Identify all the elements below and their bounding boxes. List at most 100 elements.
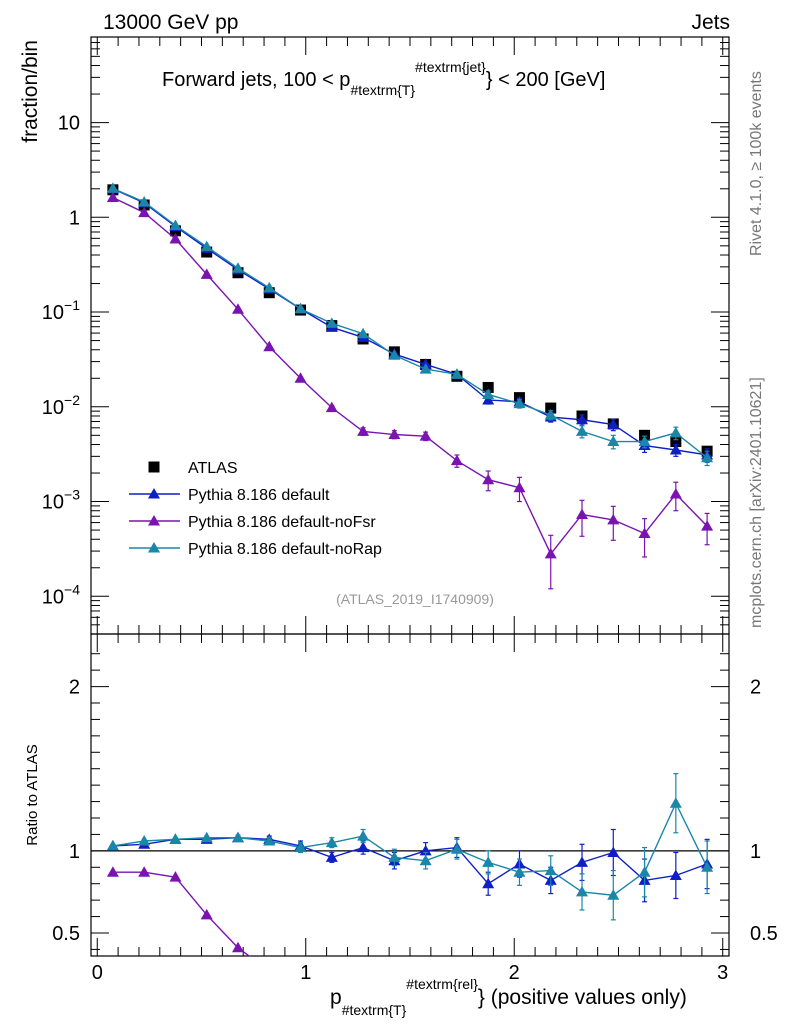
header-left: 13000 GeV pp (103, 11, 238, 34)
ratio-data-point (388, 851, 401, 862)
title-prefix: Forward jets, 100 < p (162, 69, 350, 91)
main-data-point (670, 436, 682, 448)
main-data-point (607, 513, 620, 525)
main-ytick-label: 10−2 (42, 392, 80, 419)
main-data-point (357, 327, 370, 339)
legend-label: Pythia 8.186 default-noRap (188, 541, 382, 558)
main-data-point (607, 435, 620, 447)
main-series-line (112, 196, 708, 556)
main-series-1 (106, 182, 714, 463)
main-data-point (294, 372, 307, 383)
ratio-data-point (231, 941, 244, 953)
ratio-data-point (669, 869, 682, 880)
main-data-point (669, 488, 682, 499)
main-data-point (576, 425, 589, 436)
main-data-point (419, 363, 432, 374)
main-data-point (231, 303, 244, 314)
legend-marker (148, 515, 160, 526)
ratio-plot-frame (90, 633, 730, 957)
main-data-point (450, 454, 463, 466)
main-data-point (545, 402, 557, 414)
legend-label: ATLAS (188, 460, 238, 477)
ratio-series-line (112, 837, 708, 885)
legend-label: Pythia 8.186 default (188, 487, 330, 504)
main-data-point (669, 426, 682, 438)
legend: ATLAS Pythia 8.186 default Pythia 8.186 de… (129, 460, 382, 558)
main-data-point (513, 481, 526, 493)
main-data-point (669, 444, 682, 455)
main-ytick-label: 1 (69, 207, 80, 229)
main-ytick-base: 1 (69, 207, 80, 229)
main-data-point (576, 508, 589, 519)
main-data-point (544, 408, 557, 420)
main-series-2 (106, 191, 714, 590)
ratio-data-point (419, 844, 432, 856)
ratio-xtick-label: 0 (92, 962, 103, 984)
ratio-ytick-label-right: 0.5 (750, 923, 778, 945)
main-data-point (701, 520, 714, 531)
main-data-point (639, 429, 651, 441)
ratio-data-marks (106, 773, 714, 976)
ratio-xtick-label: 2 (509, 962, 520, 984)
main-data-point (388, 349, 401, 360)
main-ytick-base: 10 (42, 397, 64, 419)
ratio-data-point (106, 839, 119, 851)
main-ytick-base: 10 (42, 586, 64, 608)
svg-text:Forward jets, 100 < p#textrm{T: Forward jets, 100 < p#textrm{T}#textrm{j… (162, 59, 605, 98)
legend-marker (148, 542, 160, 553)
main-ytick-exp: −1 (64, 297, 80, 313)
main-ytick-exp: −4 (64, 581, 80, 597)
xlabel-sub: #textrm{T} (342, 1002, 407, 1018)
main-data-point (638, 435, 651, 447)
ratio-data-point (200, 831, 213, 843)
mcplots-label: mcplots.cern.ch [arXiv:2401.10621] (748, 377, 765, 628)
header-right: Jets (691, 11, 730, 34)
main-ytick-base: 10 (42, 492, 64, 514)
main-ytick-base: 10 (42, 302, 64, 324)
ratio-data-point (200, 908, 213, 920)
main-ytick-label: 10 (58, 113, 80, 135)
main-ytick-label: 10−3 (42, 487, 80, 514)
main-data-point (388, 428, 401, 440)
main-ylabel: fraction/bin (19, 40, 42, 143)
title-sub: #textrm{T} (350, 82, 415, 98)
ratio-series-line (112, 801, 708, 896)
ratio-data-point (263, 965, 275, 976)
ratio-ytick-label-left: 0.5 (52, 923, 80, 945)
main-data-point (294, 302, 307, 314)
rivet-label: Rivet 4.1.0, ≥ 100k events (748, 71, 765, 256)
legend-label: Pythia 8.186 default-noFsr (188, 514, 376, 531)
main-plot-frame (90, 36, 730, 635)
main-data-point (325, 317, 338, 328)
ratio-data-point (231, 831, 244, 843)
main-ytick-base: 10 (58, 113, 80, 135)
ratio-data-point (357, 830, 370, 841)
main-data-point (231, 262, 244, 273)
main-data-point (200, 268, 213, 279)
main-data-point (513, 397, 526, 409)
main-ytick-label: 10−1 (42, 297, 80, 324)
ratio-data-point (138, 835, 151, 846)
main-data-point (638, 527, 651, 539)
main-data-point (544, 547, 557, 559)
xlabel-sup: #textrm{rel} (406, 976, 478, 992)
main-data-point (169, 219, 182, 230)
ratio-data-point (263, 835, 276, 846)
svg-text:p#textrm{T}#textrm{rel}} (posi: p#textrm{T} #textrm{rel}} (positive value… (330, 976, 687, 1018)
ratio-data-point (294, 841, 307, 853)
main-data-point (482, 381, 494, 393)
ratio-data-point (701, 861, 714, 872)
analysis-watermark: (ATLAS_2019_I1740909) (336, 591, 494, 607)
main-title: Forward jets, 100 < p#textrm{T}#textrm{j… (162, 59, 605, 98)
ratio-data-point (638, 866, 651, 877)
main-data-point (607, 418, 620, 430)
main-ytick-exp: −3 (64, 487, 80, 503)
main-data-marks (106, 182, 714, 590)
xlabel-prefix: p (330, 986, 342, 1009)
ratio-data-point (357, 841, 370, 853)
main-series-line (112, 188, 708, 456)
x-axis-label: p#textrm{T} #textrm{rel}} (positive value… (330, 976, 687, 1018)
ratio-xtick-label: 1 (300, 962, 311, 984)
legend-marker (148, 488, 160, 499)
